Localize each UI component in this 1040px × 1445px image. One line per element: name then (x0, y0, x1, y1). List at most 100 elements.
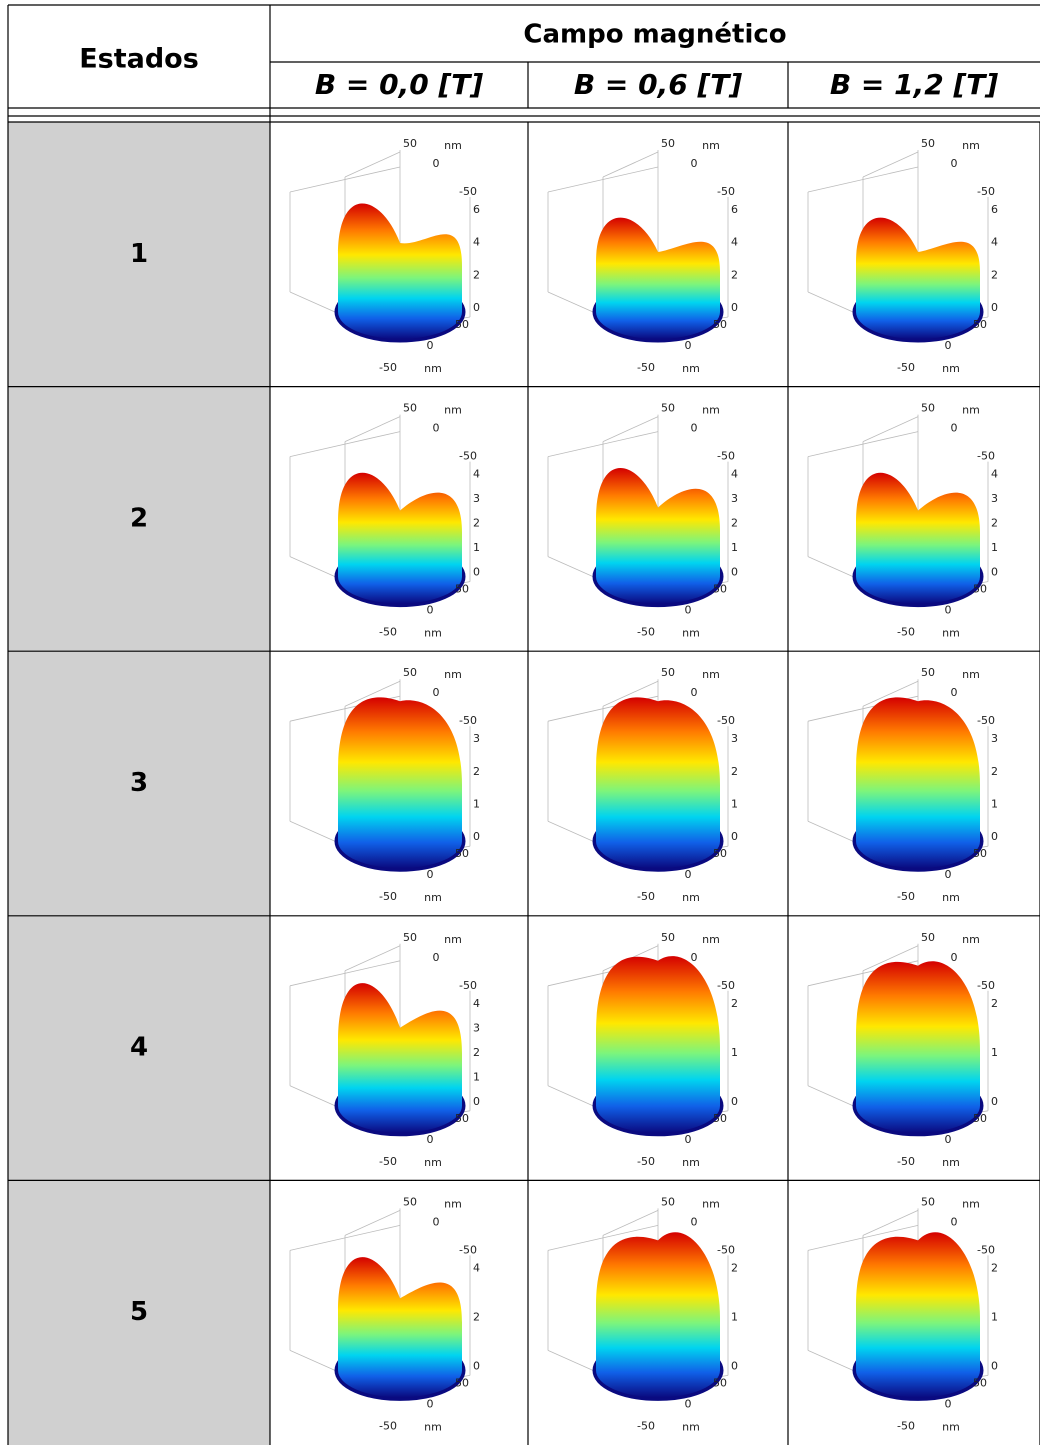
axis-label: 50 (973, 1376, 987, 1389)
axis-label: nm (444, 139, 462, 152)
axis-label: nm (424, 627, 442, 640)
axis-label: 50 (455, 1112, 469, 1125)
surface (596, 1232, 720, 1397)
axis-label: -50 (459, 185, 477, 198)
z-tick-label: 6 (991, 203, 998, 216)
axis-label: 0 (945, 1133, 952, 1146)
z-tick-label: 1 (473, 541, 480, 554)
field-header: Campo magnético (523, 20, 786, 50)
z-tick-label: 0 (473, 566, 480, 579)
z-tick-label: 2 (991, 268, 998, 281)
z-tick-label: 6 (731, 203, 738, 216)
axis-label: 0 (427, 339, 434, 352)
z-tick-label: 1 (731, 1046, 738, 1059)
axis-label: nm (444, 1197, 462, 1210)
z-tick-label: 3 (473, 492, 480, 505)
z-tick-label: 1 (991, 1046, 998, 1059)
axis-label: nm (682, 1156, 700, 1169)
axis-label: -50 (379, 1419, 397, 1432)
z-tick-label: 0 (731, 830, 738, 843)
axis-label: -50 (977, 714, 995, 727)
axis-label: 50 (921, 931, 935, 944)
axis-label: -50 (717, 1243, 735, 1256)
z-tick-label: 3 (991, 732, 998, 745)
axis-label: 50 (713, 583, 727, 596)
axis-label: 50 (661, 1195, 675, 1208)
z-tick-label: 3 (731, 732, 738, 745)
axis-label: -50 (459, 979, 477, 992)
z-tick-label: 2 (991, 1261, 998, 1274)
z-tick-label: 4 (991, 236, 998, 249)
axis-label: nm (962, 1197, 980, 1210)
axis-label: 0 (691, 1215, 698, 1228)
axis-label: nm (424, 362, 442, 375)
z-tick-label: 3 (473, 1021, 480, 1034)
axis-label: nm (962, 404, 980, 417)
state-label: 2 (130, 503, 148, 533)
axis-label: 0 (691, 951, 698, 964)
axis-label: 0 (945, 604, 952, 617)
z-tick-label: 4 (473, 468, 480, 481)
z-tick-label: 2 (991, 997, 998, 1010)
axis-label: 0 (691, 422, 698, 435)
z-tick-label: 0 (731, 1095, 738, 1108)
axis-label: 0 (951, 686, 958, 699)
axis-label: nm (942, 1156, 960, 1169)
axis-label: 0 (691, 157, 698, 170)
axis-label: -50 (459, 1243, 477, 1256)
axis-label: -50 (977, 1243, 995, 1256)
axis-label: -50 (379, 1155, 397, 1168)
state-label: 1 (130, 239, 148, 269)
surface (856, 961, 980, 1132)
axis-label: nm (424, 1156, 442, 1169)
z-tick-label: 1 (991, 1310, 998, 1323)
page: Estados Campo magnético B = 0,0 [T]B = 0… (0, 0, 1040, 1445)
axis-label: 0 (691, 686, 698, 699)
axis-label: -50 (897, 890, 915, 903)
axis-label: 50 (403, 1195, 417, 1208)
axis-label: 0 (433, 157, 440, 170)
z-tick-label: 0 (991, 1359, 998, 1372)
z-tick-label: 1 (731, 541, 738, 554)
axis-label: -50 (717, 185, 735, 198)
axis-label: 50 (455, 583, 469, 596)
axis-label: nm (682, 1420, 700, 1433)
axis-label: 50 (403, 931, 417, 944)
axis-label: -50 (897, 1419, 915, 1432)
z-tick-label: 0 (731, 566, 738, 579)
surface (338, 697, 462, 868)
surface (596, 956, 720, 1133)
z-tick-label: 0 (473, 301, 480, 314)
axis-label: -50 (717, 450, 735, 463)
column-header: B = 1,2 [T] (830, 68, 999, 101)
z-tick-label: 2 (731, 765, 738, 778)
axis-label: 0 (427, 1397, 434, 1410)
z-tick-label: 4 (473, 997, 480, 1010)
axis-label: 0 (685, 339, 692, 352)
axis-label: 0 (951, 951, 958, 964)
axis-label: nm (702, 1197, 720, 1210)
z-tick-label: 0 (991, 301, 998, 314)
axis-label: 0 (945, 339, 952, 352)
axis-label: -50 (977, 979, 995, 992)
z-tick-label: 0 (731, 1359, 738, 1372)
state-label: 4 (130, 1033, 148, 1063)
axis-label: nm (702, 933, 720, 946)
z-tick-label: 1 (731, 798, 738, 811)
axis-label: 50 (455, 318, 469, 331)
axis-label: 50 (661, 931, 675, 944)
axis-label: nm (962, 139, 980, 152)
axis-label: 50 (403, 402, 417, 415)
state-label: 3 (130, 768, 148, 798)
surface (856, 1232, 980, 1397)
axis-label: -50 (379, 626, 397, 639)
axis-label: 50 (661, 402, 675, 415)
axis-label: -50 (637, 361, 655, 374)
axis-label: -50 (717, 714, 735, 727)
z-tick-label: 2 (991, 517, 998, 530)
axis-label: 0 (951, 1215, 958, 1228)
column-header: B = 0,6 [T] (574, 68, 743, 101)
z-tick-label: 4 (731, 236, 738, 249)
axis-label: -50 (977, 185, 995, 198)
axis-label: nm (444, 404, 462, 417)
